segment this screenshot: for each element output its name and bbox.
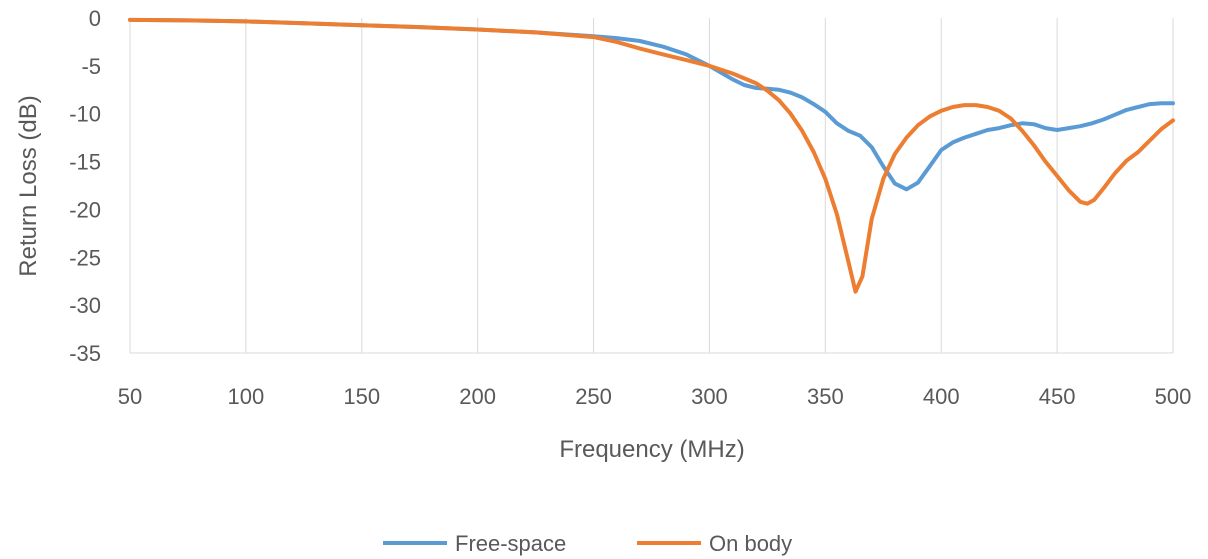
x-tick-label: 150: [343, 384, 380, 409]
legend-label-on-body: On body: [709, 531, 792, 556]
x-axis-title: Frequency (MHz): [559, 436, 744, 463]
x-tick-label: 300: [691, 384, 728, 409]
x-tick-label: 350: [807, 384, 844, 409]
x-tick-label: 250: [575, 384, 612, 409]
y-tick-label: -10: [69, 102, 101, 127]
grid: [129, 18, 1174, 353]
y-tick-label: -35: [69, 341, 101, 366]
x-tick-label: 500: [1155, 384, 1192, 409]
axes: 50 100 150 200 250 300 350 400 450 500 0 -5 -10 -15 -2…: [69, 6, 1191, 409]
x-tick-label: 450: [1039, 384, 1076, 409]
y-tick-label: -25: [69, 245, 101, 270]
legend: Free-space On body: [383, 531, 792, 556]
y-tick-label: -20: [69, 197, 101, 222]
y-tick-label: -15: [69, 150, 101, 175]
legend-label-free-space: Free-space: [455, 531, 566, 556]
x-tick-label: 50: [118, 384, 142, 409]
x-tick-label: 400: [923, 384, 960, 409]
x-tick-label: 200: [459, 384, 496, 409]
series-line-free-space: [128, 17, 1175, 192]
y-axis-title: Return Loss (dB): [15, 95, 42, 276]
y-tick-label: -5: [81, 54, 101, 79]
series-line-on-body: [128, 17, 1175, 294]
y-tick-label: 0: [89, 6, 101, 31]
y-tick-label: -30: [69, 293, 101, 318]
plot-area: [128, 17, 1175, 294]
x-tick-label: 100: [228, 384, 265, 409]
